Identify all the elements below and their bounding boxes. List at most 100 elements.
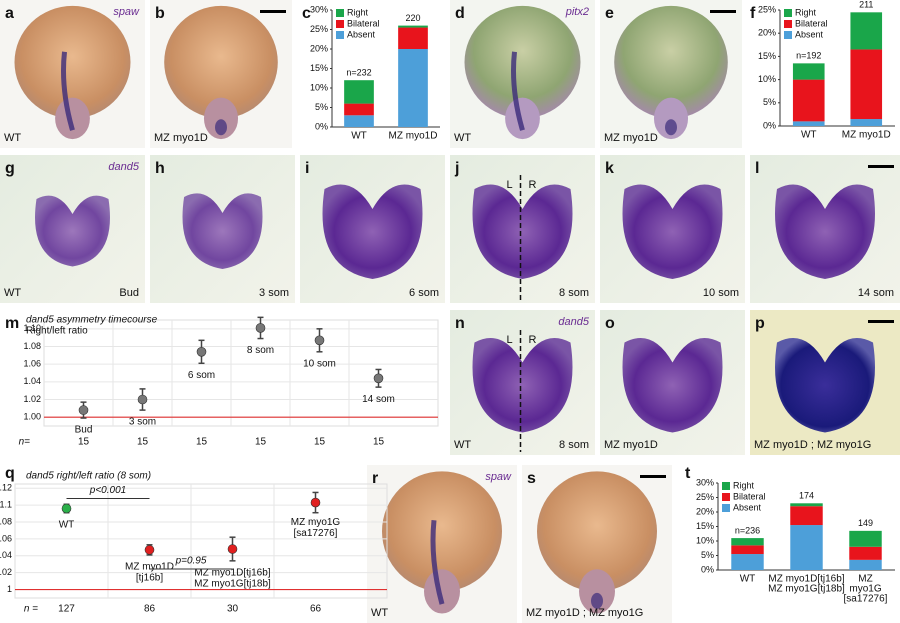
n-value: 15 (78, 437, 90, 448)
x-tick-label: MZ myo1G[tj18b] (768, 584, 845, 595)
embryo-tail (579, 569, 615, 614)
n-value: 30 (227, 604, 239, 615)
bar-segment (398, 49, 428, 127)
bar-segment (792, 63, 825, 80)
data-point (310, 497, 321, 508)
p-value: p=0.95 (175, 556, 207, 567)
n-value: 15 (314, 437, 326, 448)
bar-annotation: 211 (859, 0, 873, 10)
data-point (61, 503, 72, 514)
gene-name: dand5 (108, 161, 139, 173)
panel-letter: k (605, 160, 614, 177)
point-label: 8 som (247, 345, 274, 356)
panel-label: WT (454, 132, 471, 144)
bar-annotation: 220 (405, 13, 420, 23)
bar-segment (792, 121, 825, 126)
panel-letter: i (305, 160, 309, 177)
data-point (144, 545, 155, 555)
stage-label: 3 som (259, 287, 289, 299)
n-label: n= (19, 437, 31, 448)
point-label: MZ myo1D (125, 562, 174, 573)
scale-bar (260, 10, 286, 13)
panel-letter: e (605, 5, 614, 22)
gene-name: spaw (485, 471, 512, 483)
legend-label: Right (733, 480, 755, 490)
embryo-yolk (164, 5, 278, 119)
legend-label: Absent (733, 502, 762, 512)
panel-letter: s (527, 470, 536, 487)
n-value: 66 (310, 604, 322, 615)
expression-domain (622, 184, 723, 279)
legend-label: Right (795, 7, 817, 17)
data-point (255, 323, 266, 333)
y-tick-label: 15% (310, 63, 328, 73)
bar-segment (849, 530, 882, 547)
y-tick-label: 1.04 (23, 376, 41, 386)
expression-domain (775, 338, 875, 433)
point-label: [sa17276] (294, 528, 338, 539)
y-tick-label: 1.08 (23, 341, 41, 351)
panel-label: WT (4, 287, 21, 299)
panel-letter: t (685, 465, 691, 482)
point-label: 3 som (129, 417, 156, 428)
embryo-tail (203, 97, 239, 140)
panel-letter: m (5, 315, 19, 332)
n-value: 15 (255, 437, 267, 448)
embryo-yolk (14, 5, 131, 119)
panel-label: MZ myo1D (154, 132, 208, 144)
n-value: 127 (58, 604, 75, 615)
x-tick-label: [sa17276] (844, 594, 888, 605)
data-point (227, 544, 238, 554)
legend-swatch (722, 493, 730, 501)
expression-stripe (430, 520, 445, 605)
expression-domain (182, 193, 263, 269)
bar-segment (398, 25, 428, 28)
legend-swatch (722, 504, 730, 512)
legend-label: Absent (795, 29, 824, 39)
y-tick-label: 1 (7, 584, 12, 594)
x-tick-label: MZ myo1D (389, 131, 438, 142)
bar-segment (790, 503, 823, 507)
y-tick-label: 1.02 (0, 567, 12, 577)
y-tick-label: 15% (696, 521, 714, 531)
plot-frame (14, 483, 388, 599)
legend-swatch (784, 20, 792, 28)
panel-letter: b (155, 5, 165, 22)
expression-tail (665, 119, 677, 136)
bar-annotation: 149 (858, 518, 873, 528)
data-point (137, 394, 148, 405)
bar-segment (850, 119, 883, 126)
scale-bar (640, 475, 666, 478)
data-point (78, 405, 89, 415)
point-label: Bud (75, 425, 93, 436)
x-tick-label: WT (801, 130, 817, 141)
panel-label: MZ myo1D ; MZ myo1G (754, 439, 871, 451)
y-tick-label: 1.04 (0, 550, 12, 560)
x-tick-label: MZ myo1D[tj16b] (768, 574, 844, 585)
embryo-tail (505, 97, 540, 140)
y-tick-label: 1.12 (0, 483, 12, 493)
bar-segment (849, 559, 882, 570)
point-label: [tj16b] (136, 573, 163, 584)
x-tick-label: MZ myo1D (842, 130, 891, 141)
chart-title: dand5 right/left ratio (8 som) (26, 471, 151, 482)
y-tick-label: 1.1 (0, 499, 12, 509)
embryo-yolk (537, 471, 657, 592)
embryo-tail (55, 97, 90, 140)
x-tick-label: MZ (858, 574, 872, 585)
expression-stripe (61, 51, 75, 131)
y-tick-label: 5% (701, 550, 714, 560)
side-label: R (529, 179, 537, 191)
gene-name: pitx2 (565, 6, 589, 18)
legend-label: Right (347, 7, 369, 17)
point-label: WT (59, 519, 75, 530)
y-tick-label: 1.02 (23, 394, 41, 404)
y-tick-label: 1.06 (0, 533, 12, 543)
bar-segment (344, 80, 374, 104)
bar-segment (344, 115, 374, 127)
legend-swatch (722, 482, 730, 490)
panel-letter: q (5, 465, 15, 482)
y-tick-label: 30% (310, 4, 328, 14)
side-label: L (507, 179, 513, 191)
bar-annotation: n=192 (796, 51, 821, 61)
